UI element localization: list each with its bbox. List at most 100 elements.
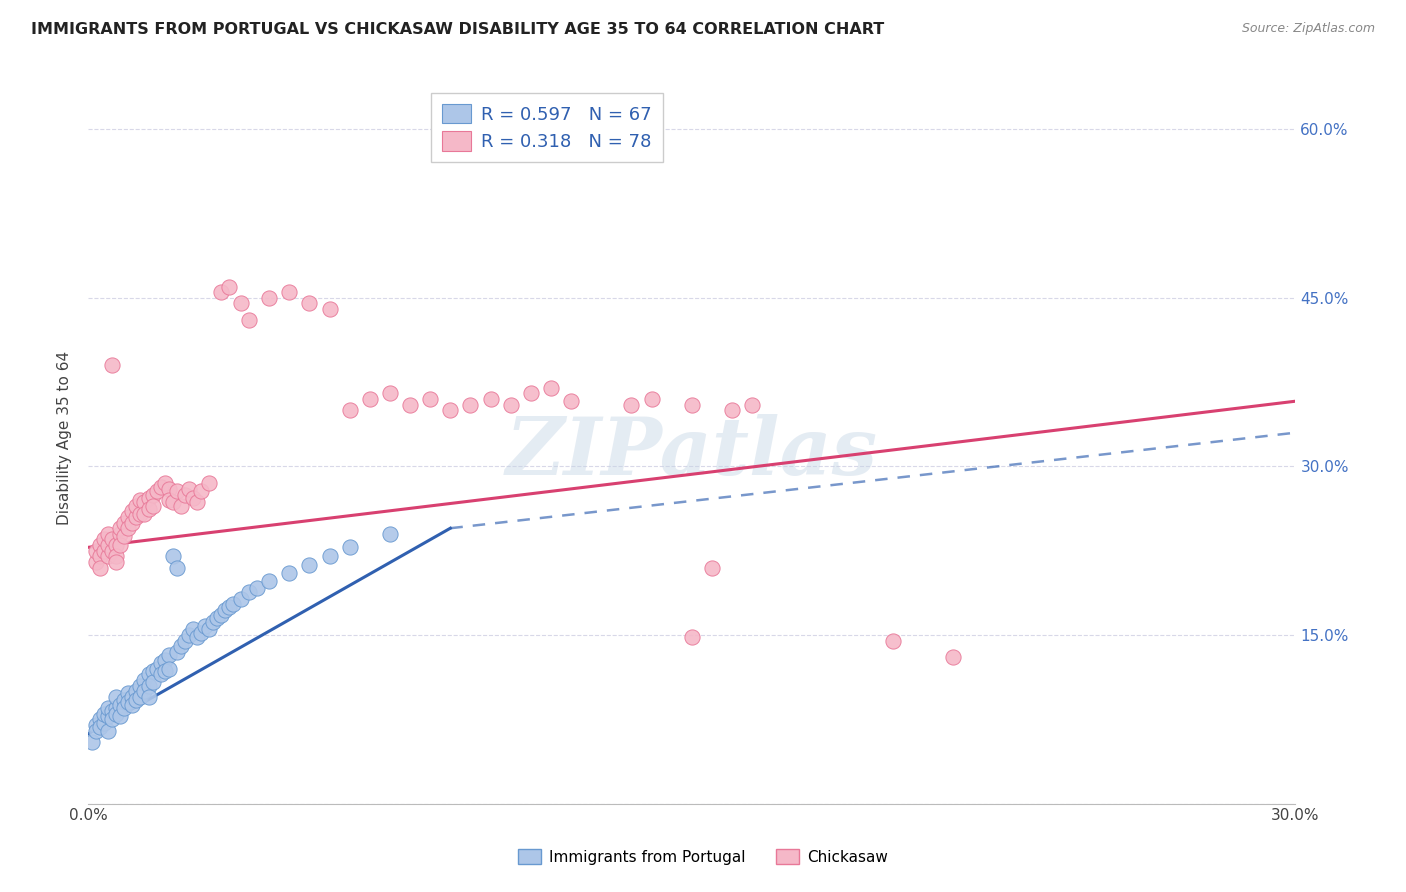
Point (186, 495, 208, 509)
Y-axis label: Disability Age 35 to 64: Disability Age 35 to 64 (58, 351, 72, 525)
Point (134, 495, 156, 509)
Point (238, 585, 260, 599)
Point (157, 493, 180, 508)
Point (89, 712, 111, 726)
Point (82, 735, 104, 749)
Point (138, 491, 160, 505)
Point (145, 484, 167, 499)
Point (177, 482, 200, 496)
Point (318, 549, 340, 564)
Point (125, 499, 148, 513)
Point (181, 491, 204, 505)
Point (105, 690, 128, 704)
Legend: R = 0.597   N = 67, R = 0.318   N = 78: R = 0.597 N = 67, R = 0.318 N = 78 (430, 93, 664, 161)
Point (149, 656, 172, 670)
Text: Source: ZipAtlas.com: Source: ZipAtlas.com (1241, 22, 1375, 36)
Point (721, 403, 744, 417)
Point (105, 538, 128, 552)
Point (194, 619, 217, 633)
Point (166, 560, 188, 574)
Point (129, 690, 152, 704)
Point (190, 625, 212, 640)
Point (138, 502, 160, 516)
Point (97, 526, 120, 541)
Point (157, 648, 180, 663)
Point (97, 701, 120, 715)
Text: IMMIGRANTS FROM PORTUGAL VS CHICKASAW DISABILITY AGE 35 TO 64 CORRELATION CHART: IMMIGRANTS FROM PORTUGAL VS CHICKASAW DI… (31, 22, 884, 37)
Point (166, 645, 188, 659)
Point (89, 549, 111, 564)
Point (105, 555, 128, 569)
Point (499, 398, 522, 412)
Point (89, 720, 111, 734)
Point (162, 549, 184, 564)
Point (129, 507, 152, 521)
Point (138, 667, 160, 681)
Point (97, 723, 120, 738)
Point (84, 723, 107, 738)
Point (138, 690, 160, 704)
Point (209, 607, 232, 622)
Point (141, 664, 163, 678)
Point (278, 566, 301, 581)
Point (149, 480, 172, 494)
Point (117, 696, 139, 710)
Point (101, 712, 124, 726)
Point (93, 533, 115, 547)
Point (173, 487, 195, 501)
Point (218, 279, 240, 293)
Point (298, 558, 321, 573)
Point (129, 679, 152, 693)
Point (460, 398, 482, 412)
Point (125, 684, 148, 698)
Point (97, 549, 120, 564)
Point (97, 538, 120, 552)
Point (112, 693, 135, 707)
Point (125, 693, 148, 707)
Point (882, 633, 904, 648)
Point (298, 296, 321, 310)
Point (620, 398, 643, 412)
Point (141, 499, 163, 513)
Point (129, 493, 152, 508)
Point (112, 701, 135, 715)
Point (157, 482, 180, 496)
Point (125, 510, 148, 524)
Point (138, 679, 160, 693)
Point (640, 392, 662, 406)
Point (378, 526, 401, 541)
Point (110, 521, 132, 535)
Point (121, 504, 143, 518)
Point (218, 599, 240, 614)
Point (209, 285, 232, 300)
Point (222, 597, 245, 611)
Point (93, 706, 115, 721)
Point (110, 709, 132, 723)
Point (741, 398, 763, 412)
Point (110, 698, 132, 712)
Point (479, 392, 502, 406)
Point (419, 392, 441, 406)
Point (201, 615, 224, 629)
Point (134, 673, 156, 687)
Point (339, 403, 361, 417)
Point (93, 543, 115, 558)
Point (439, 403, 461, 417)
Point (105, 549, 128, 564)
Point (166, 484, 188, 499)
Point (257, 574, 280, 588)
Point (214, 603, 236, 617)
Point (700, 560, 723, 574)
Point (378, 386, 401, 401)
Point (190, 484, 212, 499)
Point (198, 476, 221, 491)
Point (112, 516, 135, 530)
Point (186, 630, 208, 644)
Point (359, 392, 381, 406)
Point (89, 538, 111, 552)
Point (170, 639, 193, 653)
Point (229, 296, 252, 310)
Point (101, 543, 124, 558)
Point (153, 476, 176, 491)
Point (157, 662, 180, 676)
